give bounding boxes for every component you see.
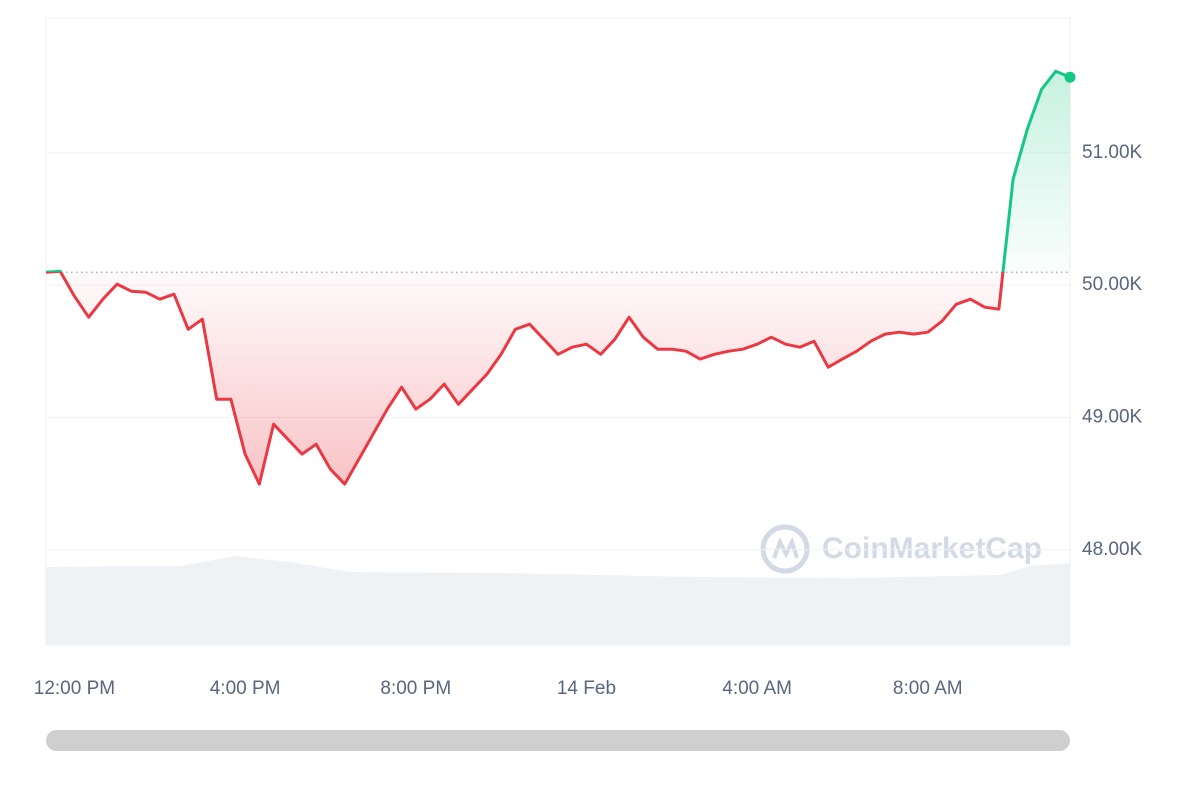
- x-tick-label: 12:00 PM: [34, 678, 115, 699]
- volume-area: [46, 556, 1070, 645]
- x-tick-label: 8:00 AM: [893, 678, 963, 699]
- y-tick-label: 49.00K: [1082, 406, 1143, 427]
- y-tick-label: 51.00K: [1082, 142, 1143, 163]
- x-tick-label: 4:00 PM: [210, 678, 281, 699]
- last-price-dot: [1064, 71, 1076, 83]
- watermark-logo-mark: [772, 536, 799, 559]
- watermark-text: CoinMarketCap: [822, 532, 1042, 565]
- watermark-logo: [760, 524, 810, 574]
- price-line: [45, 69, 1071, 486]
- watermark: CoinMarketCap: [760, 524, 1042, 574]
- scrollbar[interactable]: [46, 730, 1070, 751]
- y-tick-label: 48.00K: [1082, 539, 1143, 560]
- price-area: [46, 71, 1070, 485]
- x-tick-label: 8:00 PM: [380, 678, 451, 699]
- x-tick-label: 14 Feb: [557, 678, 616, 699]
- y-tick-label: 50.00K: [1082, 274, 1143, 295]
- x-tick-label: 4:00 AM: [722, 678, 792, 699]
